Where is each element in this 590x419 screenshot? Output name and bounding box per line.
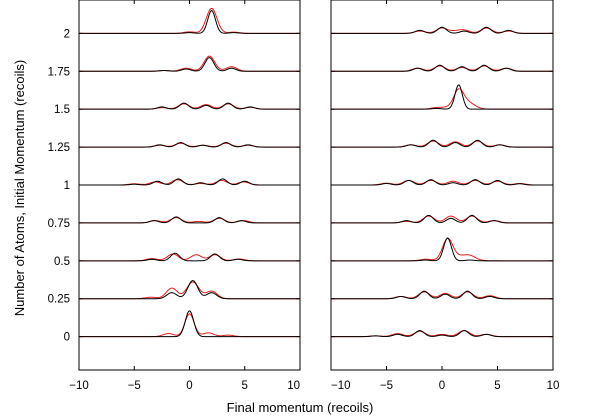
x-tick-label: 10 [547, 380, 560, 392]
y-axis-label: Number of Atoms, Initial Momentum (recoi… [12, 60, 27, 316]
model-trace [79, 178, 300, 186]
experiment-trace [79, 253, 300, 262]
model-trace [79, 310, 300, 338]
y-tick-label: 1.5 [54, 104, 70, 116]
y-tick-label: 0.75 [48, 218, 70, 230]
experiment-trace [331, 65, 553, 72]
experiment-trace [79, 313, 300, 338]
y-tick-label: 0.25 [48, 294, 70, 306]
model-trace [331, 237, 553, 262]
x-tick-label: 0 [439, 380, 445, 392]
y-tick-label: 1.25 [48, 142, 70, 154]
model-trace [331, 330, 553, 338]
y-tick-label: 0.5 [54, 256, 70, 268]
y-tick-labels: 0 0.25 0.5 0.75 1 1.25 1.5 1.75 2 [48, 28, 70, 343]
experiment-trace [79, 217, 300, 224]
experiment-trace [331, 27, 553, 34]
left-panel [78, 0, 301, 371]
model-trace [79, 216, 300, 224]
x-tick-label: −5 [380, 380, 393, 392]
model-trace [79, 252, 300, 262]
x-tick-label: 5 [494, 380, 500, 392]
x-axis-label: Final momentum (recoils) [227, 400, 374, 415]
model-trace [331, 84, 553, 110]
model-trace [331, 290, 553, 300]
model-trace [79, 10, 300, 34]
model-trace [79, 280, 300, 300]
model-trace [79, 142, 300, 148]
y-tick-label: 1 [64, 180, 70, 192]
experiment-trace [331, 237, 553, 262]
x-tick-label: 5 [242, 380, 248, 392]
experiment-trace [79, 55, 300, 72]
experiment-trace [331, 330, 553, 338]
model-trace [331, 64, 553, 72]
y-tick-label: 2 [64, 28, 70, 40]
model-trace [79, 102, 300, 110]
x-tick-label: 10 [287, 380, 300, 392]
model-trace [331, 179, 553, 186]
right-panel [330, 0, 554, 371]
model-trace [79, 57, 300, 72]
model-trace [331, 26, 553, 34]
experiment-trace [331, 88, 553, 110]
x-tick-label: −10 [331, 380, 351, 392]
x-tick-label: −5 [128, 380, 141, 392]
x-tick-labels: −10 −5 0 5 10 −10 −5 0 5 10 [69, 380, 559, 392]
model-trace [331, 139, 553, 148]
x-tick-label: 0 [186, 380, 192, 392]
y-tick-label: 0 [64, 332, 70, 344]
experiment-trace [79, 7, 300, 34]
y-tick-label: 1.75 [48, 66, 70, 78]
x-tick-label: −10 [69, 380, 89, 392]
model-trace [331, 214, 553, 224]
